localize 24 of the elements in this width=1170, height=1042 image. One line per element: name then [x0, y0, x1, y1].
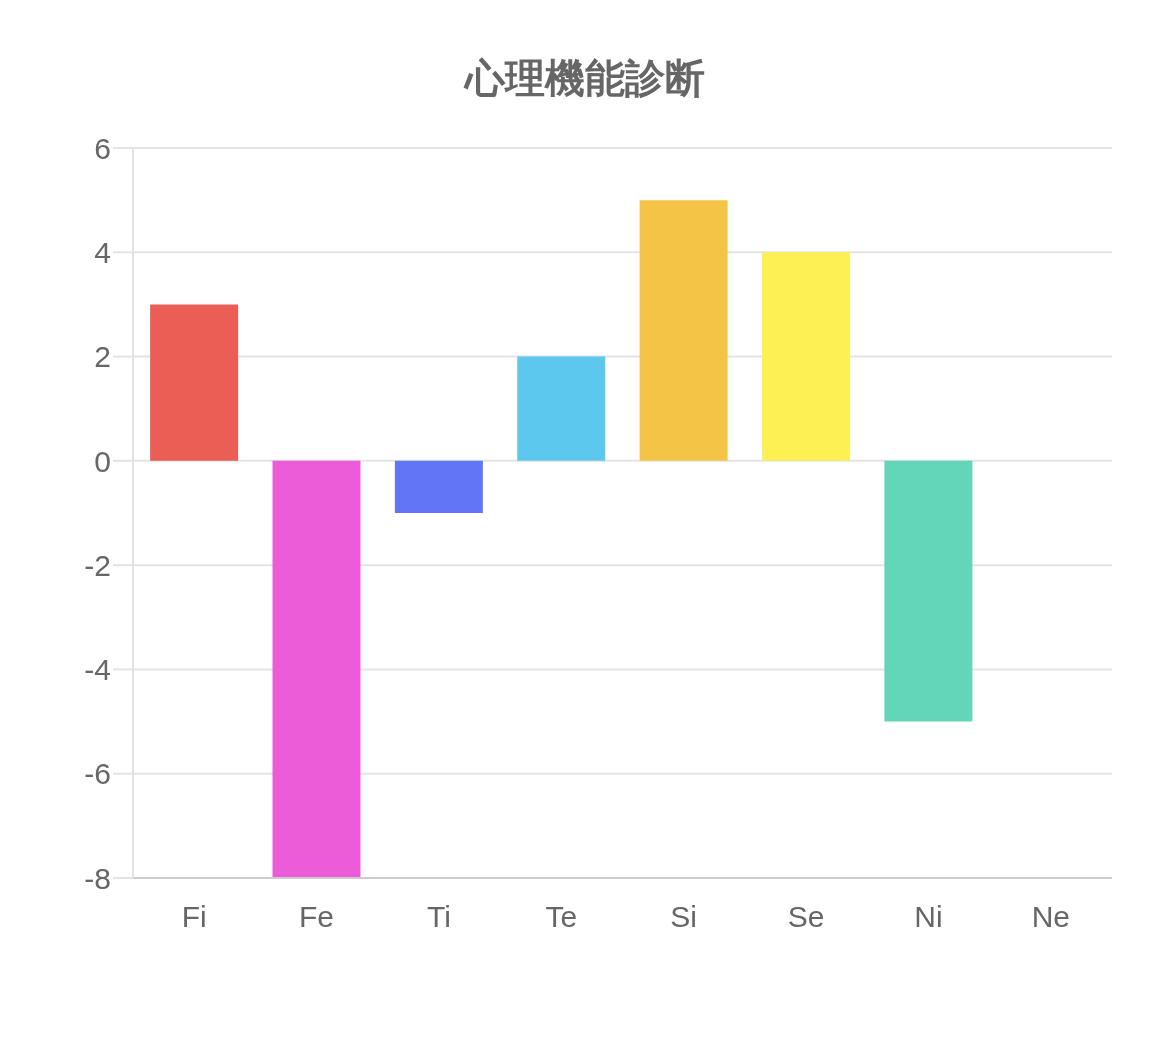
y-tick-label: -6: [84, 757, 111, 791]
x-tick-label: Fi: [181, 900, 207, 934]
y-tick-label: -8: [84, 861, 111, 895]
y-tick-label: -4: [84, 653, 111, 687]
y-tick-label: 6: [94, 131, 111, 165]
x-tick-label: Te: [545, 900, 578, 934]
x-tick-label: Si: [670, 900, 698, 934]
y-tick-label: 2: [94, 340, 111, 374]
x-tick-label: Se: [787, 900, 825, 934]
y-tick-label: -2: [84, 548, 111, 582]
bar: [517, 356, 606, 461]
bar: [394, 460, 483, 513]
x-tick-label: Ti: [426, 900, 451, 934]
bar: [150, 304, 239, 461]
bar: [762, 252, 851, 461]
bar: [884, 460, 973, 722]
y-tick-label: 0: [94, 444, 111, 478]
bar: [639, 200, 728, 461]
bar: [272, 460, 361, 878]
y-tick-label: 4: [94, 235, 111, 269]
x-tick-label: Ne: [1031, 900, 1070, 934]
chart-title: 心理機能診断: [465, 55, 705, 100]
x-tick-label: Fe: [299, 900, 335, 934]
x-tick-label: Ni: [914, 900, 943, 934]
